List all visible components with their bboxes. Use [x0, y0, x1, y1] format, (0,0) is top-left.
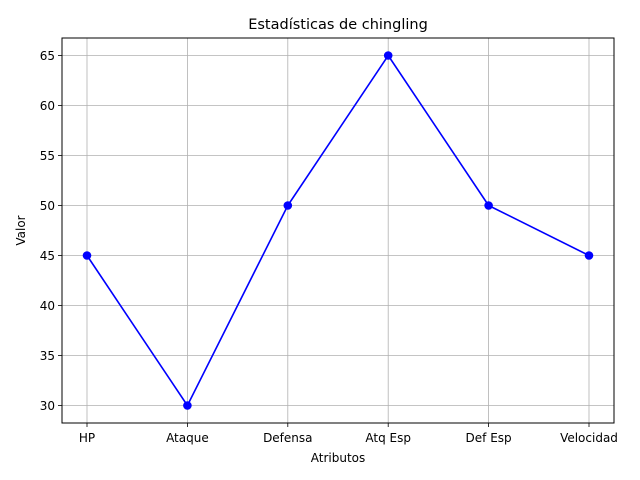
- grid-lines: [62, 38, 614, 423]
- y-tick-label: 30: [40, 399, 55, 413]
- data-point: [183, 401, 192, 410]
- y-tick-label: 60: [40, 99, 55, 113]
- y-tick-label: 40: [40, 299, 55, 313]
- chart-title: Estadísticas de chingling: [248, 17, 428, 33]
- y-tick-label: 65: [40, 49, 55, 63]
- data-point: [283, 201, 293, 210]
- x-tick-label: Def Esp: [466, 431, 512, 445]
- series-line: [86, 54, 590, 407]
- y-axis-ticks: 30 35 40 45 50 55 60 65: [40, 49, 62, 413]
- y-tick-label: 55: [40, 149, 55, 163]
- y-axis-label: Valor: [14, 215, 28, 245]
- plot-frame: [61, 37, 615, 424]
- y-tick-label: 35: [40, 349, 55, 363]
- x-tick-label: Defensa: [263, 431, 312, 445]
- data-point: [383, 51, 393, 60]
- x-axis-label: Atributos: [311, 451, 366, 465]
- data-point: [82, 251, 92, 260]
- x-tick-label: Velocidad: [560, 431, 618, 445]
- x-tick-label: Ataque: [166, 431, 209, 445]
- data-point: [584, 251, 594, 260]
- x-axis-ticks: HP Ataque Defensa Atq Esp Def Esp Velocidad: [79, 423, 618, 445]
- x-tick-label: HP: [79, 431, 95, 445]
- data-series: [82, 51, 594, 410]
- y-tick-label: 50: [40, 199, 55, 213]
- data-point: [484, 201, 493, 210]
- y-tick-label: 45: [40, 249, 55, 263]
- x-tick-label: Atq Esp: [365, 431, 411, 445]
